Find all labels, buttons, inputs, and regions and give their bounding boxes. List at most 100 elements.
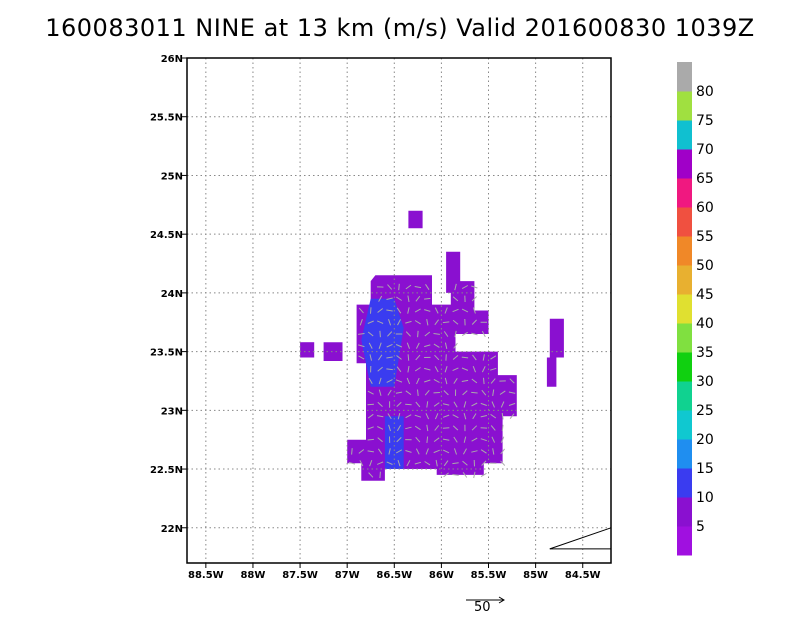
wind-arrow — [378, 342, 382, 349]
wind-arrow — [406, 377, 411, 385]
wind-arrow — [442, 449, 450, 454]
wind-arrow — [424, 309, 431, 312]
wind-arrow — [472, 366, 476, 373]
wind-arrow — [396, 296, 402, 301]
wind-arrow — [395, 391, 403, 394]
wind-arrow — [442, 414, 450, 418]
wind-arrow — [444, 377, 448, 385]
wind-arrow — [378, 389, 382, 396]
y-tick-label: 26N — [161, 54, 183, 65]
wind-arrow — [471, 378, 478, 384]
wind-arrow — [452, 425, 459, 431]
wind-arrow — [443, 460, 449, 467]
wind-arrow — [377, 426, 384, 430]
wind-arrow — [414, 320, 421, 325]
wind-arrow — [462, 390, 468, 396]
colorbar-swatch — [677, 352, 692, 382]
wind-arrow — [387, 331, 393, 337]
wind-arrow — [426, 319, 429, 326]
wind-arrow — [454, 283, 457, 291]
wind-arrow — [406, 460, 411, 467]
wind-arrow — [509, 413, 515, 420]
colorbar-label: 65 — [696, 171, 714, 187]
wind-arrow — [454, 330, 457, 338]
wind-arrow — [424, 389, 430, 396]
wind-arrow — [452, 367, 459, 372]
wind-arrow — [425, 448, 429, 455]
wind-arrow — [461, 285, 469, 290]
wind-arrow — [426, 424, 429, 432]
wind-arrow — [386, 343, 393, 348]
wind-arrow — [452, 414, 459, 419]
wind-arrow — [454, 448, 457, 455]
x-tick-label: 86.5W — [376, 570, 412, 581]
wind-arrow — [377, 437, 383, 443]
wind-arrow — [461, 308, 469, 313]
wind-arrow — [481, 330, 486, 338]
wind-arrow — [397, 412, 401, 420]
y-tick-label: 25.5N — [150, 113, 183, 124]
wind-arrow — [433, 343, 440, 348]
wind-arrow — [461, 367, 469, 371]
wind-arrow — [358, 344, 365, 348]
wind-arrow — [508, 402, 516, 406]
wind-arrow — [358, 307, 364, 314]
wind-arrow — [443, 390, 449, 396]
reference-vector — [466, 596, 505, 604]
coastline-segment — [549, 527, 612, 550]
wind-arrow — [483, 377, 485, 385]
colorbar-label: 45 — [696, 287, 714, 303]
wind-arrow — [462, 472, 468, 478]
wind-arrow — [501, 424, 504, 432]
wind-arrow — [414, 414, 422, 418]
wind-arrow — [396, 437, 402, 443]
wind-arrow — [424, 344, 431, 348]
wind-arrow — [396, 366, 402, 373]
y-axis: 22N 22.5N 23N 23.5N 24N 24.5N 25N 25.5N 26N — [150, 54, 187, 535]
x-tick-label: 85W — [523, 570, 548, 581]
wind-arrow — [386, 309, 393, 312]
wind-arrow — [416, 377, 420, 385]
wind-arrow — [368, 377, 373, 384]
wind-arrow — [377, 308, 384, 313]
wind-arrow — [396, 307, 402, 314]
wind-arrow — [398, 283, 400, 291]
x-tick-label: 84.5W — [565, 570, 601, 581]
wind-arrow — [426, 401, 429, 408]
wind-arrow — [367, 403, 374, 406]
wind-arrow — [378, 295, 383, 302]
coastline — [549, 527, 612, 550]
wind-arrow — [415, 342, 420, 349]
wind-arrow — [424, 461, 431, 466]
colorbar-label: 75 — [696, 113, 714, 129]
colorbar-label: 40 — [696, 316, 714, 332]
wind-arrow — [387, 284, 393, 290]
wind-arrow — [417, 389, 419, 396]
wind-arrows — [348, 283, 516, 479]
wind-arrow — [499, 390, 506, 395]
wind-arrow — [367, 438, 374, 441]
wind-arrow — [463, 412, 467, 420]
wind-arrow — [480, 472, 487, 478]
wind-arrow — [471, 425, 478, 431]
wind-arrow — [443, 472, 449, 478]
x-tick-label: 88.5W — [188, 570, 224, 581]
colorbar-swatch — [677, 381, 692, 411]
wind-arrow — [367, 450, 374, 453]
wind-arrow — [471, 450, 478, 453]
wind-arrow — [388, 319, 392, 326]
wind-arrow — [490, 355, 497, 360]
wind-blob — [323, 342, 343, 361]
colorbar-swatch — [677, 178, 692, 208]
wind-arrow — [386, 379, 393, 383]
wind-arrow — [415, 448, 420, 455]
wind-arrow — [492, 389, 495, 396]
wind-arrow — [367, 320, 374, 324]
colorbar-label: 5 — [696, 519, 705, 535]
wind-arrow — [379, 471, 381, 479]
wind-arrow — [453, 342, 458, 349]
wind-arrow — [471, 296, 477, 302]
wind-arrow — [396, 401, 402, 407]
colorbar-swatch — [677, 439, 692, 469]
colorbar-swatch — [677, 526, 692, 556]
